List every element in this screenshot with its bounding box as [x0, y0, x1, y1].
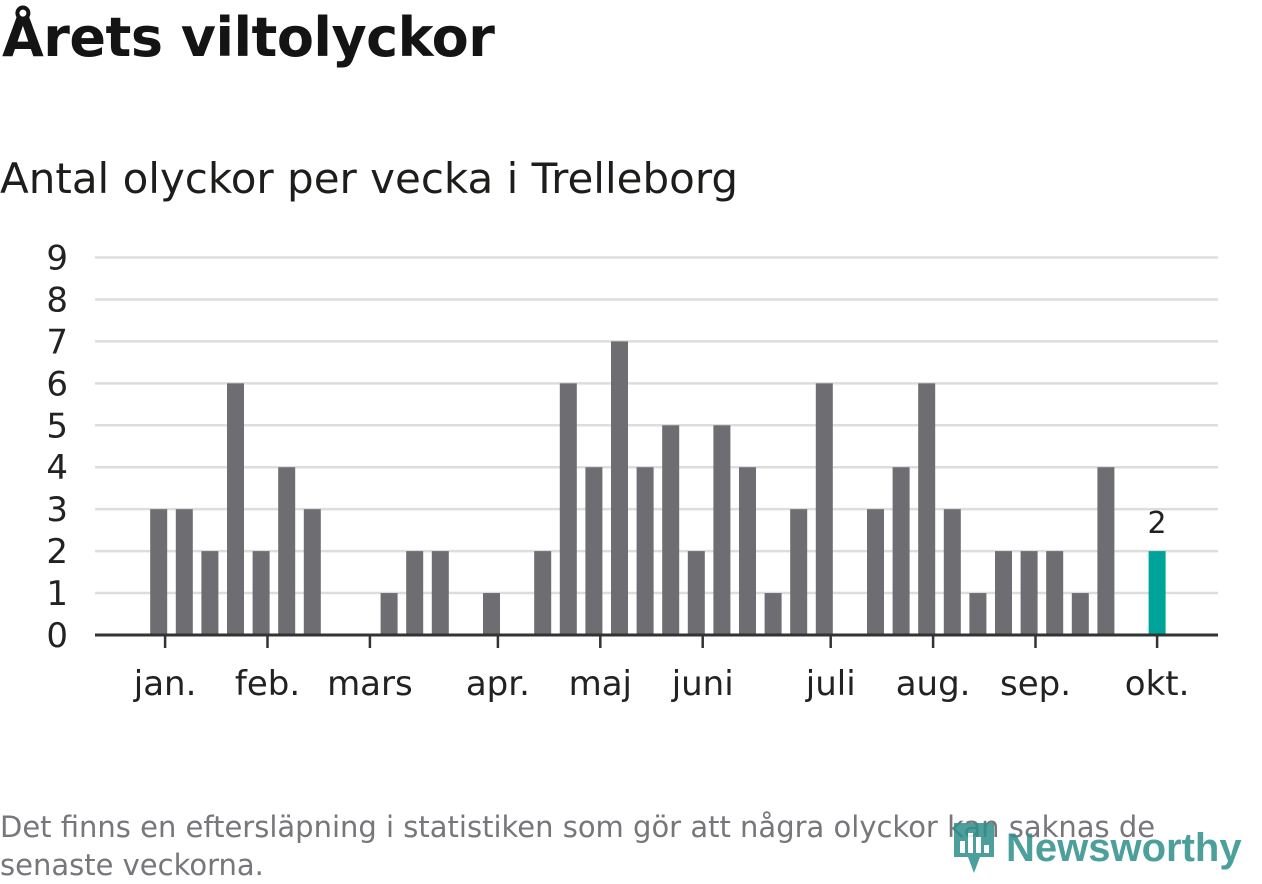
y-tick-label: 7 — [46, 322, 68, 362]
bar — [278, 467, 296, 635]
bar — [867, 509, 884, 635]
bar — [201, 551, 219, 635]
x-tick-label: okt. — [1125, 664, 1190, 704]
bar — [534, 551, 552, 635]
x-tick-label: apr. — [466, 664, 530, 704]
bar — [790, 509, 808, 635]
y-tick-label: 1 — [46, 574, 68, 614]
bar — [483, 593, 500, 635]
bar — [150, 509, 168, 635]
y-tick-label: 8 — [46, 280, 68, 320]
bar — [764, 593, 782, 635]
x-tick-label: sep. — [1000, 664, 1071, 704]
x-tick-label: aug. — [896, 664, 971, 704]
chart-title: Årets viltolyckor — [2, 6, 495, 69]
bar — [559, 383, 577, 635]
bar — [995, 551, 1012, 635]
chart-subtitle: Antal olyckor per vecka i Trelleborg — [0, 154, 739, 203]
x-tick-label: mars — [327, 664, 413, 704]
bar — [175, 509, 193, 635]
x-tick-label: feb. — [235, 664, 300, 704]
bar — [1020, 551, 1038, 635]
bar — [969, 593, 987, 635]
bar — [815, 383, 833, 635]
y-tick-label: 4 — [46, 448, 68, 488]
bar — [918, 383, 936, 635]
bar — [611, 341, 628, 635]
x-tick-label: maj — [569, 664, 632, 704]
y-tick-label: 6 — [46, 364, 68, 404]
bar — [687, 551, 705, 635]
newsworthy-logo: Newsworthy — [950, 818, 1242, 878]
y-tick-label: 0 — [46, 616, 68, 656]
bar — [739, 467, 756, 635]
bar — [431, 551, 449, 635]
bar — [252, 551, 270, 635]
bar-highlight — [1148, 551, 1166, 635]
x-tick-label: juli — [805, 664, 856, 704]
bar — [1097, 467, 1115, 635]
highlight-value-label: 2 — [1148, 506, 1167, 541]
bar — [585, 467, 603, 635]
x-tick-label: jan. — [133, 664, 197, 704]
y-tick-label: 5 — [46, 406, 68, 446]
bar — [227, 383, 244, 635]
bar — [713, 425, 731, 635]
y-tick-label: 9 — [46, 239, 68, 279]
bar — [1046, 551, 1064, 635]
brand-name: Newsworthy — [1006, 825, 1242, 870]
bar — [1071, 593, 1089, 635]
bar — [636, 467, 654, 635]
y-tick-label: 2 — [46, 532, 68, 572]
newsworthy-logo-icon — [954, 823, 994, 873]
y-tick-label: 3 — [46, 490, 68, 530]
bar — [943, 509, 961, 635]
bar — [380, 593, 398, 635]
bar — [662, 425, 680, 635]
x-tick-label: juni — [671, 664, 734, 704]
bar — [892, 467, 910, 635]
bar — [303, 509, 321, 635]
bar — [406, 551, 424, 635]
